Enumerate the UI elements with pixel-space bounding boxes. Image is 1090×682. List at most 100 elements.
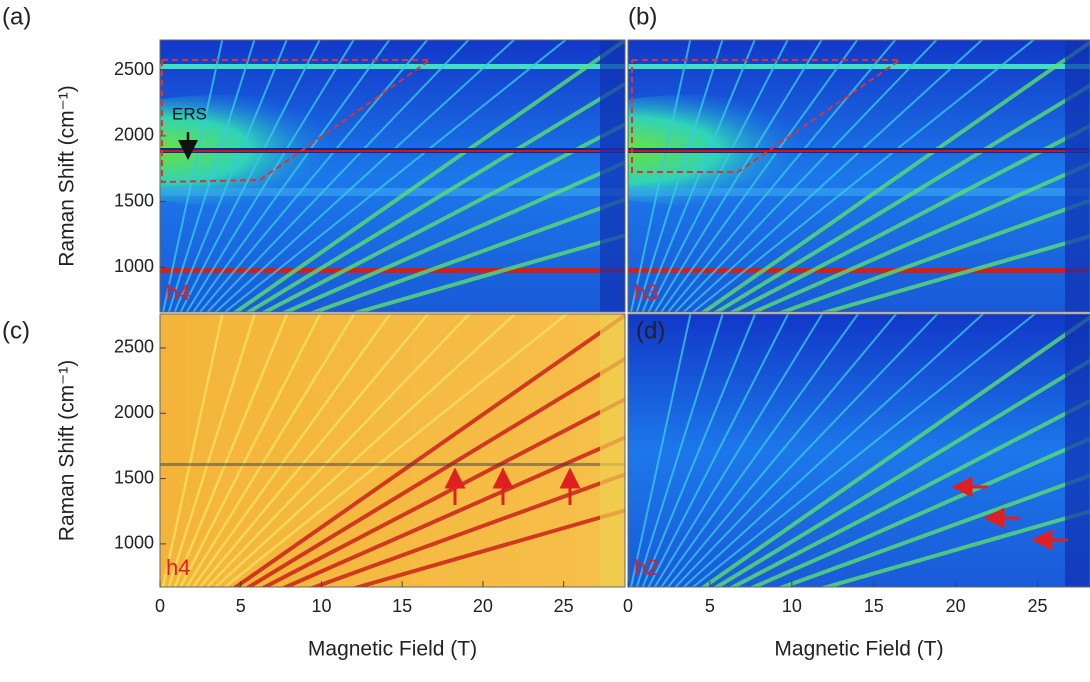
- band: [628, 268, 1090, 273]
- sample-label: h4: [166, 555, 190, 580]
- level-line: [185, 40, 355, 312]
- dashed-region: [631, 59, 904, 173]
- level-line: [653, 40, 823, 312]
- level-line: [205, 314, 472, 587]
- level-line: [653, 314, 824, 587]
- level-line: [173, 40, 288, 312]
- level-line: [191, 314, 392, 587]
- panel-label: (b): [628, 3, 657, 30]
- band: [160, 463, 625, 466]
- level-line: [179, 314, 322, 587]
- level-line: [173, 314, 289, 587]
- level-line: [691, 314, 1037, 587]
- x-axis-label: Magnetic Field (T): [308, 638, 477, 661]
- band: [628, 64, 1090, 69]
- level-line: [647, 314, 790, 587]
- level-line: [192, 40, 391, 312]
- level-line: [351, 508, 625, 587]
- level-line: [260, 122, 625, 312]
- level-line: [700, 40, 1090, 312]
- panel-frame: [627, 39, 1090, 313]
- band: [628, 150, 1090, 152]
- x-tick-label: 20: [473, 596, 493, 616]
- dashed-region: [161, 59, 434, 184]
- level-line: [351, 233, 625, 312]
- level-line: [691, 40, 1036, 312]
- level-line: [777, 473, 1090, 587]
- x-tick-label: 0: [155, 596, 165, 616]
- level-line: [214, 40, 516, 312]
- y-tick-label: 1500: [114, 190, 154, 210]
- level-line: [682, 314, 985, 587]
- level-line: [232, 314, 625, 587]
- x-tick-label: 5: [705, 596, 715, 616]
- level-line: [167, 314, 256, 587]
- y-axis-label: Raman Shift (cm⁻¹): [56, 360, 79, 541]
- level-line: [666, 40, 897, 312]
- sample-label: h2: [634, 555, 658, 580]
- level-line: [198, 40, 429, 312]
- panel-frame: [159, 313, 626, 588]
- level-line: [245, 81, 625, 312]
- level-line: [245, 356, 625, 587]
- x-tick-label: 5: [236, 596, 246, 616]
- level-line: [309, 472, 625, 587]
- edge-strip: [600, 40, 625, 312]
- level-line: [185, 314, 356, 587]
- level-line: [260, 397, 625, 587]
- band: [628, 188, 1090, 196]
- panel-frame: [627, 313, 1090, 588]
- level-line: [179, 40, 321, 312]
- level-line: [281, 435, 625, 587]
- level-line: [713, 83, 1090, 312]
- x-tick-label: 10: [782, 596, 802, 616]
- heatmap: [160, 314, 625, 587]
- level-line: [641, 314, 757, 587]
- x-tick-label: 25: [1028, 596, 1048, 616]
- heatmap: [628, 40, 1090, 312]
- level-line: [777, 198, 1090, 312]
- level-line: [647, 40, 789, 312]
- level-line: [213, 314, 517, 587]
- level-line: [635, 314, 724, 587]
- level-line: [635, 40, 724, 312]
- level-line: [630, 314, 692, 587]
- level-line: [749, 161, 1090, 312]
- heatmap: [628, 314, 1090, 587]
- level-line: [819, 509, 1090, 587]
- level-line: [223, 314, 569, 587]
- level-line: [728, 398, 1090, 587]
- level-line: [223, 40, 568, 312]
- level-line: [674, 314, 939, 587]
- x-tick-label: 15: [392, 596, 412, 616]
- panel-label: (c): [2, 317, 30, 344]
- x-tick-label: 0: [623, 596, 633, 616]
- sample-label: h4: [166, 280, 190, 305]
- y-tick-label: 1000: [114, 533, 154, 553]
- heatmap-bg: [628, 314, 1090, 587]
- x-axis-label: Magnetic Field (T): [774, 638, 943, 661]
- y-tick-label: 1500: [114, 467, 154, 487]
- band: [160, 268, 625, 273]
- sample-label: h3: [634, 280, 658, 305]
- level-line: [674, 40, 938, 312]
- level-line: [713, 358, 1090, 587]
- panel-frame: [159, 39, 626, 313]
- level-line: [161, 314, 224, 587]
- level-line: [819, 234, 1090, 312]
- y-tick-label: 2500: [114, 59, 154, 79]
- y-tick-label: 2500: [114, 337, 154, 357]
- level-line: [206, 40, 470, 312]
- y-tick-label: 1000: [114, 256, 154, 276]
- annotation: ERS: [172, 104, 207, 123]
- panel-label: (a): [2, 3, 31, 30]
- level-line: [641, 40, 756, 312]
- level-line: [232, 40, 625, 312]
- level-line: [700, 314, 1090, 587]
- level-line: [309, 197, 625, 312]
- band: [160, 64, 625, 69]
- y-tick-label: 2000: [114, 125, 154, 145]
- level-line: [682, 40, 984, 312]
